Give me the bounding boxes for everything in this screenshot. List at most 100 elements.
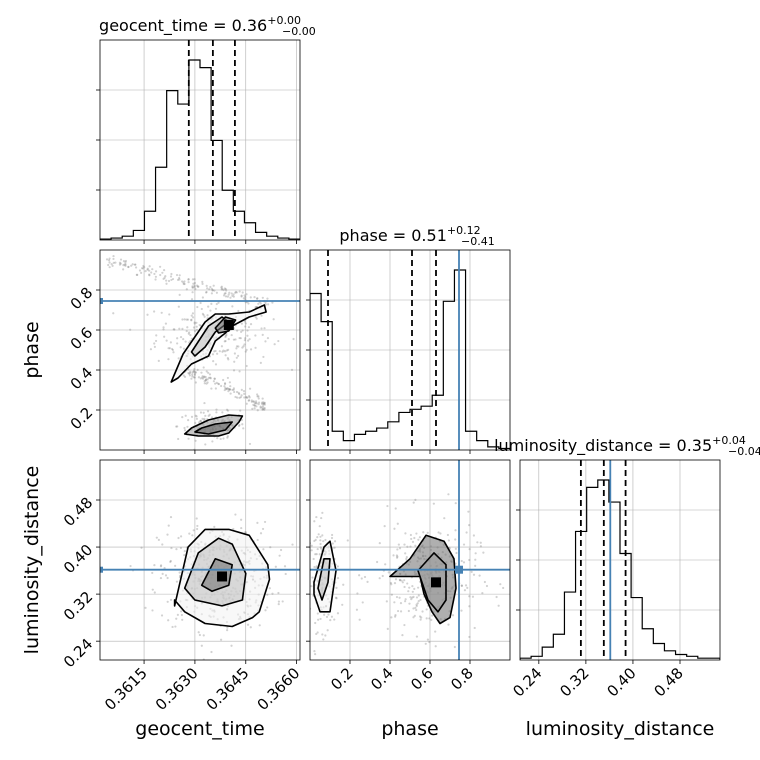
- sample-point: [136, 273, 139, 276]
- sample-point: [462, 543, 466, 546]
- sample-point: [478, 574, 481, 577]
- sample-point: [174, 625, 177, 628]
- sample-point: [464, 584, 468, 587]
- sample-point: [455, 551, 458, 555]
- sample-point: [203, 315, 206, 318]
- sample-point: [262, 355, 265, 359]
- sample-point: [169, 559, 172, 563]
- sample-point: [258, 624, 261, 627]
- sample-point: [170, 347, 174, 351]
- sample-point: [167, 279, 171, 283]
- sample-point: [204, 375, 207, 379]
- sample-point: [164, 274, 167, 278]
- sample-point: [221, 287, 224, 290]
- sample-point: [112, 261, 115, 264]
- sample-point: [201, 280, 204, 283]
- sample-point: [263, 408, 266, 411]
- sample-point: [222, 288, 225, 292]
- sample-point: [267, 303, 270, 306]
- sample-point: [177, 437, 180, 441]
- sample-point: [166, 533, 169, 536]
- hist-luminosity-distance: 0.24 0.32 0.40 0.48: [509, 459, 721, 700]
- sample-point: [406, 545, 409, 548]
- sample-point: [142, 267, 145, 270]
- sample-point: [404, 532, 407, 535]
- sample-point: [192, 369, 196, 372]
- sample-point: [428, 617, 431, 620]
- sample-point: [195, 321, 198, 324]
- sample-point: [122, 268, 125, 271]
- sample-point: [138, 269, 142, 272]
- sample-point: [313, 565, 316, 569]
- sample-point: [314, 621, 317, 625]
- sample-point: [186, 326, 189, 329]
- sample-point: [153, 272, 156, 276]
- sample-point: [238, 423, 241, 427]
- x-tick-label: 0.3660: [254, 664, 304, 714]
- sample-point: [248, 387, 252, 390]
- sample-point: [263, 401, 266, 404]
- sample-point: [472, 534, 475, 537]
- sample-point: [184, 414, 187, 417]
- sample-point: [211, 440, 214, 443]
- sample-point: [191, 286, 195, 289]
- sample-point: [430, 618, 433, 621]
- sample-point: [154, 278, 157, 281]
- sample-point: [165, 282, 168, 285]
- sample-point: [253, 402, 257, 405]
- sample-point: [411, 540, 415, 543]
- sample-point: [191, 373, 194, 376]
- sample-point: [243, 392, 246, 395]
- sample-point: [222, 294, 226, 297]
- sample-point: [460, 559, 463, 563]
- sample-point: [410, 598, 413, 601]
- density-peak: [223, 320, 234, 330]
- sample-point: [244, 350, 247, 353]
- sample-point: [223, 292, 226, 295]
- sample-point: [335, 597, 338, 600]
- sample-point: [214, 387, 217, 390]
- sample-point: [454, 502, 457, 505]
- sample-point: [471, 595, 475, 598]
- histogram-geocent_time: [100, 59, 300, 240]
- sample-point: [417, 600, 420, 603]
- sample-point: [257, 302, 260, 305]
- sample-point: [257, 395, 260, 398]
- sample-point: [317, 533, 320, 536]
- sample-point: [303, 622, 305, 624]
- sample-point: [319, 535, 322, 538]
- sample-point: [314, 538, 317, 541]
- sample-point: [468, 523, 471, 527]
- histogram-luminosity_distance: [520, 479, 720, 660]
- sample-point: [201, 296, 204, 299]
- sample-point: [168, 313, 171, 316]
- sample-point: [175, 548, 178, 551]
- sample-point: [411, 585, 414, 588]
- sample-point: [408, 586, 411, 589]
- sample-point: [483, 580, 486, 584]
- sample-point: [222, 349, 225, 352]
- sample-point: [111, 264, 114, 267]
- sample-point: [437, 531, 440, 534]
- sample-point: [474, 564, 477, 567]
- sample-point: [232, 295, 235, 298]
- sample-point: [201, 375, 204, 378]
- sample-point: [191, 291, 194, 294]
- sample-point: [185, 329, 188, 333]
- sample-point: [318, 525, 321, 528]
- sample-point: [324, 634, 327, 637]
- truth-marker: [100, 566, 103, 573]
- sample-point: [192, 326, 196, 329]
- sample-point: [165, 339, 168, 342]
- sample-point: [187, 419, 190, 422]
- sample-point: [403, 579, 406, 582]
- sample-point: [254, 334, 257, 337]
- sample-point: [153, 310, 156, 313]
- sample-point: [378, 577, 381, 580]
- sample-point: [385, 600, 388, 603]
- sample-point: [159, 564, 163, 567]
- sample-point: [317, 618, 320, 621]
- sample-point: [358, 618, 361, 621]
- sample-point: [256, 297, 259, 300]
